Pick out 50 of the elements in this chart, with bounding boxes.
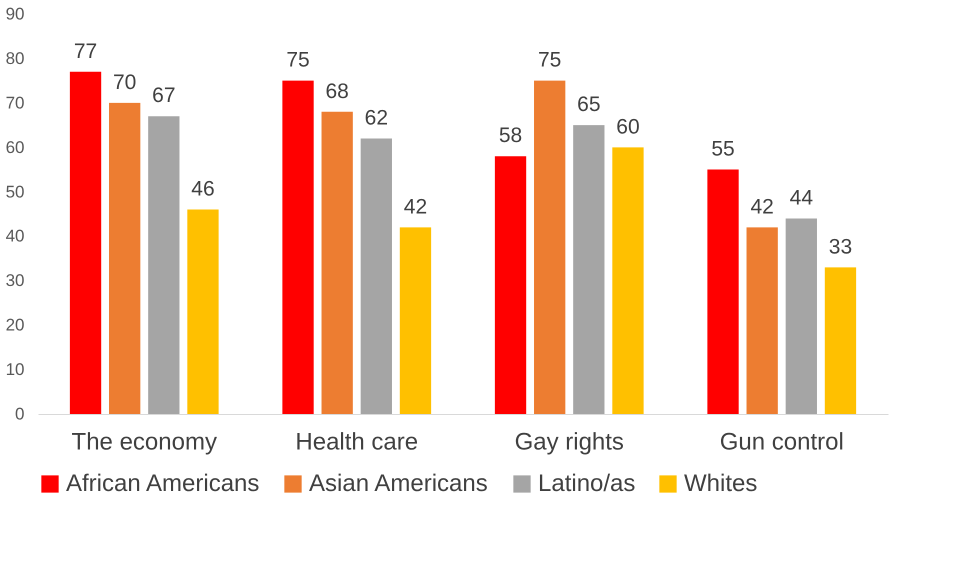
data-label: 70 xyxy=(113,70,136,94)
y-tick-label: 80 xyxy=(6,48,24,68)
data-label: 46 xyxy=(191,178,215,201)
bar xyxy=(282,80,314,414)
data-label: 67 xyxy=(152,84,176,108)
bar xyxy=(746,227,778,414)
x-tick-label: The economy xyxy=(72,428,217,456)
y-tick-label: 60 xyxy=(6,138,24,157)
bar xyxy=(148,116,180,414)
data-label: 42 xyxy=(404,195,428,218)
y-tick-label: 50 xyxy=(6,182,24,202)
y-tick-label: 0 xyxy=(15,404,24,424)
data-label: 44 xyxy=(790,186,814,210)
y-tick-label: 70 xyxy=(6,93,24,112)
bar xyxy=(573,125,604,414)
data-label: 62 xyxy=(364,106,388,130)
legend-label: African Americans xyxy=(66,470,260,497)
legend-label: Latino/as xyxy=(538,470,636,497)
y-tick-label: 40 xyxy=(6,226,24,246)
data-label: 58 xyxy=(498,124,522,148)
data-label: 42 xyxy=(750,195,774,218)
legend-label: Whites xyxy=(684,470,758,497)
y-tick-label: 10 xyxy=(6,360,24,380)
bar xyxy=(824,267,856,414)
bar xyxy=(534,80,566,414)
data-label: 75 xyxy=(538,48,562,72)
data-label: 68 xyxy=(326,80,349,103)
bar xyxy=(494,156,526,414)
data-label: 65 xyxy=(577,93,600,116)
bar xyxy=(707,170,739,414)
data-label: 55 xyxy=(711,138,735,161)
bar xyxy=(400,227,432,414)
data-label: 77 xyxy=(74,40,98,63)
legend-label: Asian Americans xyxy=(309,470,488,497)
x-tick-label: Gun control xyxy=(720,428,844,456)
bar xyxy=(187,210,219,414)
bar xyxy=(70,72,102,414)
x-tick-label: Health care xyxy=(295,428,418,456)
bar xyxy=(109,102,140,414)
data-label: 33 xyxy=(828,235,852,258)
data-label: 75 xyxy=(286,48,310,72)
bar xyxy=(360,138,392,414)
y-tick-label: 30 xyxy=(6,271,24,290)
bar xyxy=(612,147,644,414)
y-tick-label: 90 xyxy=(6,4,24,24)
bar xyxy=(322,112,353,414)
data-label: 60 xyxy=(616,115,640,138)
x-tick-label: Gay rights xyxy=(514,428,624,456)
y-tick-label: 20 xyxy=(6,316,24,335)
bar xyxy=(786,218,817,414)
